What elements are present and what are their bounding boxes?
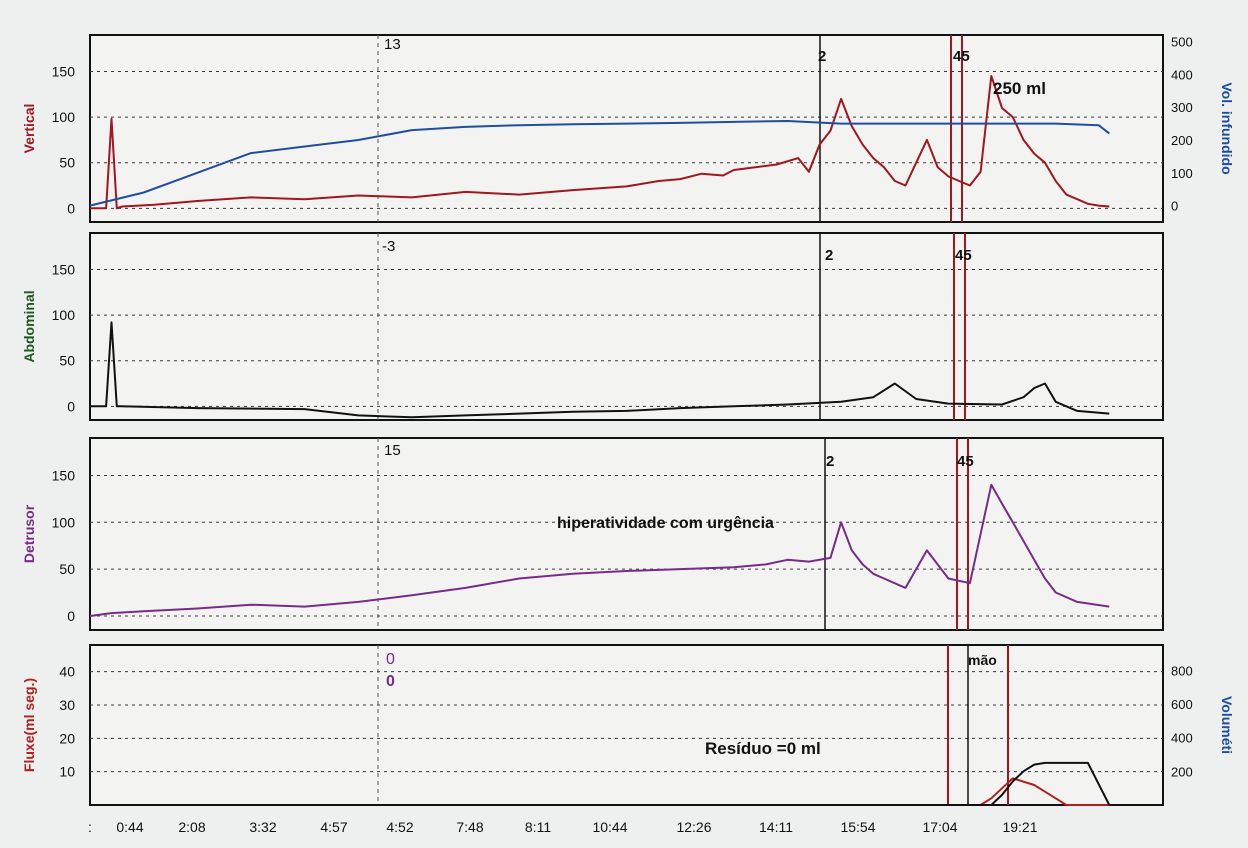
x-tick-label: 14:11 <box>759 819 793 835</box>
y2-tick-label: 400 <box>1171 731 1193 746</box>
x-tick-label: 17:04 <box>922 819 957 835</box>
time-axis: : 0:44 2:08 3:32 4:57 4:52 7:48 8:11 10:44 12:26 1… <box>88 819 1038 835</box>
y-tick-label: 50 <box>59 561 75 577</box>
annotation-label: mão <box>968 652 997 668</box>
x-tick-label: 8:11 <box>525 819 551 835</box>
y-axis-label: Vertical <box>21 104 37 154</box>
y-tick-label: 0 <box>67 200 75 216</box>
plot-frame <box>89 644 1164 806</box>
series-line-volume <box>90 761 1111 806</box>
x-tick-label: 7:48 <box>456 819 483 835</box>
annotation-label: 2 <box>825 247 833 264</box>
panel-vertical: 0 50 100 150 0 100 200 300 400 500 Vertical Vol. in… <box>21 34 1235 223</box>
series-line-flow <box>90 777 1110 806</box>
series-line-infused <box>89 120 1110 207</box>
panel-flow: 10 20 30 40 200 400 600 800 Fluxe(ml seg.) Volumé… <box>21 644 1235 806</box>
x-tick-label: 3:32 <box>249 819 276 835</box>
annotation-label: -3 <box>382 238 395 255</box>
y-tick-label: 150 <box>52 261 76 277</box>
annotation-label: 45 <box>955 247 972 264</box>
y2-tick-label: 600 <box>1171 697 1193 712</box>
y-tick-label: 100 <box>52 307 76 323</box>
x-tick-label: 0:44 <box>116 819 143 835</box>
annotation-label: 2 <box>826 453 834 470</box>
x-tick-label: 2:08 <box>178 819 205 835</box>
y-tick-label: 40 <box>59 664 75 680</box>
plot-frame <box>89 232 1164 421</box>
series-line-vertical <box>90 75 1110 210</box>
x-tick-label: : <box>88 819 92 835</box>
y2-tick-label: 0 <box>1171 199 1178 214</box>
annotation-label: 2 <box>818 48 826 65</box>
y2-tick-label: 200 <box>1171 133 1193 148</box>
x-tick-label: 12:26 <box>676 819 711 835</box>
x-tick-label: 15:54 <box>840 819 875 835</box>
y2-tick-label: 100 <box>1171 166 1193 181</box>
y2-tick-label: 500 <box>1171 35 1193 50</box>
plot-frame <box>89 34 1164 223</box>
y-tick-label: 10 <box>59 764 75 780</box>
x-tick-label: 10:44 <box>592 819 627 835</box>
x-tick-label: 19:21 <box>1002 819 1037 835</box>
annotation-label: 13 <box>384 36 401 53</box>
panel-abdominal: 0 50 100 150 Abdominal -3 2 45 <box>21 232 1164 421</box>
annotation-label: Resíduo =0 ml <box>705 739 821 758</box>
series-line-abdominal <box>90 321 1110 419</box>
y-axis-label: Abdominal <box>21 290 37 362</box>
y-tick-label: 100 <box>52 514 76 530</box>
y2-tick-label: 400 <box>1171 67 1193 82</box>
y-axis-label: Detrusor <box>21 504 37 563</box>
x-tick-label: 4:52 <box>386 819 413 835</box>
annotation-label: 0 <box>386 651 395 668</box>
y-axis-label: Fluxe(ml seg.) <box>21 678 37 772</box>
panel-detrusor: 0 50 100 150 Detrusor 15 2 45 hiperatividade com… <box>21 437 1164 631</box>
plot-frame <box>89 437 1164 631</box>
y-tick-label: 30 <box>59 697 75 713</box>
y2-axis-label: Voluméti <box>1219 696 1235 754</box>
annotation-label: 15 <box>384 442 401 459</box>
y-tick-label: 20 <box>59 730 75 746</box>
y2-axis-label: Vol. infundido <box>1219 82 1235 174</box>
annotation-label: 45 <box>957 453 974 470</box>
annotation-label: 0 <box>386 673 395 690</box>
annotation-label: 250 ml <box>993 79 1046 98</box>
y2-tick-label: 800 <box>1171 663 1193 678</box>
y-tick-label: 50 <box>59 353 75 369</box>
y-tick-label: 50 <box>59 155 75 171</box>
y-tick-label: 100 <box>52 109 76 125</box>
y2-tick-label: 300 <box>1171 100 1193 115</box>
y-tick-label: 150 <box>52 63 76 79</box>
series-line-detrusor <box>89 483 1110 617</box>
x-tick-label: 4:57 <box>320 819 347 835</box>
y-tick-label: 150 <box>52 467 76 483</box>
y-tick-label: 0 <box>67 608 75 624</box>
annotation-label: 45 <box>953 48 970 65</box>
annotation-label: hiperatividade com urgência <box>557 515 774 532</box>
y2-tick-label: 200 <box>1171 764 1193 779</box>
y-tick-label: 0 <box>67 398 75 414</box>
